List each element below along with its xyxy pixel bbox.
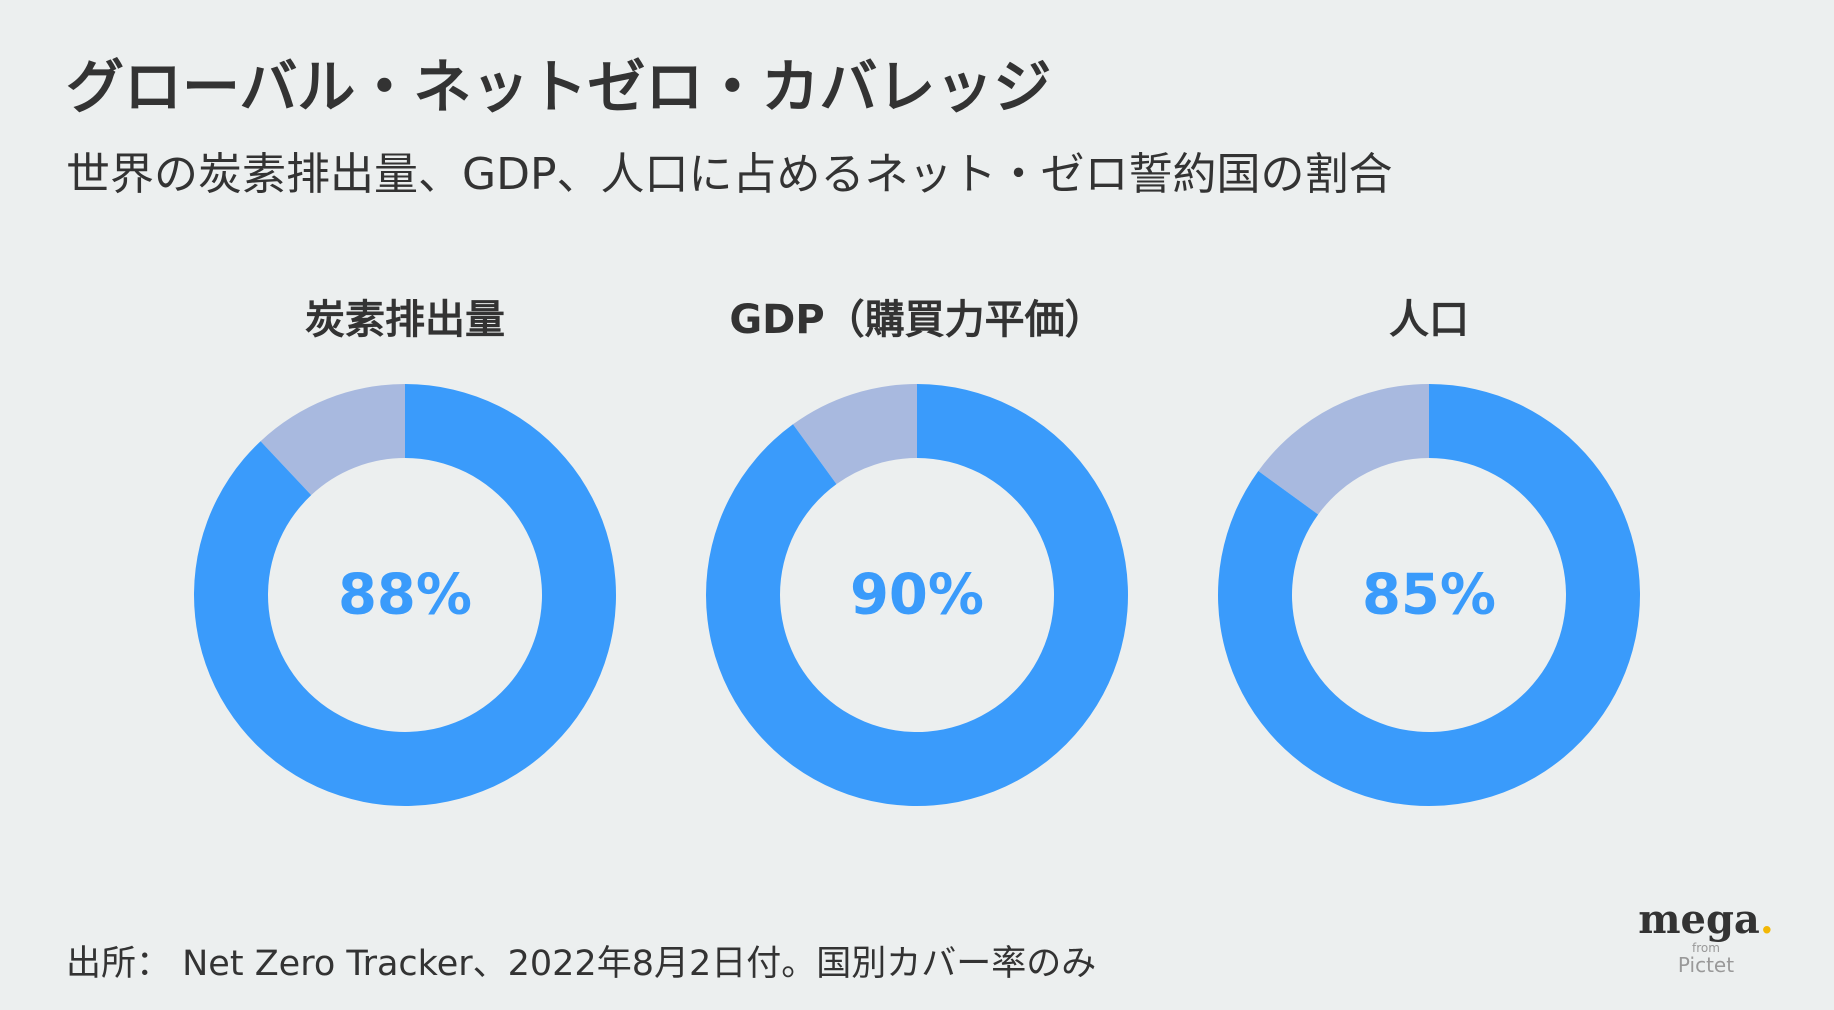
donut-chart-population: 人口 85% (1179, 290, 1679, 810)
donut-slice-covered-gdp (706, 384, 1128, 806)
donut-svg-population: 85% (1218, 384, 1640, 806)
donut-title-gdp: GDP（購買力平価） (729, 297, 1105, 343)
donut-chart-emissions: 炭素排出量 88% (155, 290, 655, 810)
donut-svg-gdp: 90% (706, 384, 1128, 806)
donut-value-population: 85% (1362, 563, 1496, 628)
donut-value-gdp: 90% (850, 563, 984, 628)
logo-pictet: Pictet (1677, 953, 1735, 977)
donut-slice-uncovered-population (1258, 384, 1429, 515)
logo-wordmark: mega. (1636, 898, 1776, 942)
donut-value-emissions: 88% (338, 563, 472, 628)
logo-from: from (1692, 941, 1720, 955)
mega-logo: mega. from Pictet (1636, 898, 1776, 977)
donut-title-population: 人口 (1389, 297, 1469, 343)
source-note: 出所： Net Zero Tracker、2022年8月2日付。国別カバー率のみ (66, 944, 1097, 984)
chart-subtitle: 世界の炭素排出量、GDP、人口に占めるネット・ゼロ誓約国の割合 (66, 149, 1393, 200)
logo-text: mega (1638, 896, 1760, 943)
donut-slice-covered-emissions (193, 384, 616, 806)
donut-chart-gdp: GDP（購買力平価） 90% (667, 290, 1167, 810)
donut-slice-uncovered-gdp (792, 384, 917, 485)
chart-title: グローバル・ネットゼロ・カバレッジ (66, 53, 1052, 121)
donut-slice-covered-population (1218, 384, 1640, 806)
donut-svg-emissions: 88% (193, 384, 616, 806)
logo-dot: . (1759, 896, 1774, 943)
donut-slice-uncovered-emissions (260, 384, 405, 496)
donut-title-emissions: 炭素排出量 (305, 297, 505, 343)
